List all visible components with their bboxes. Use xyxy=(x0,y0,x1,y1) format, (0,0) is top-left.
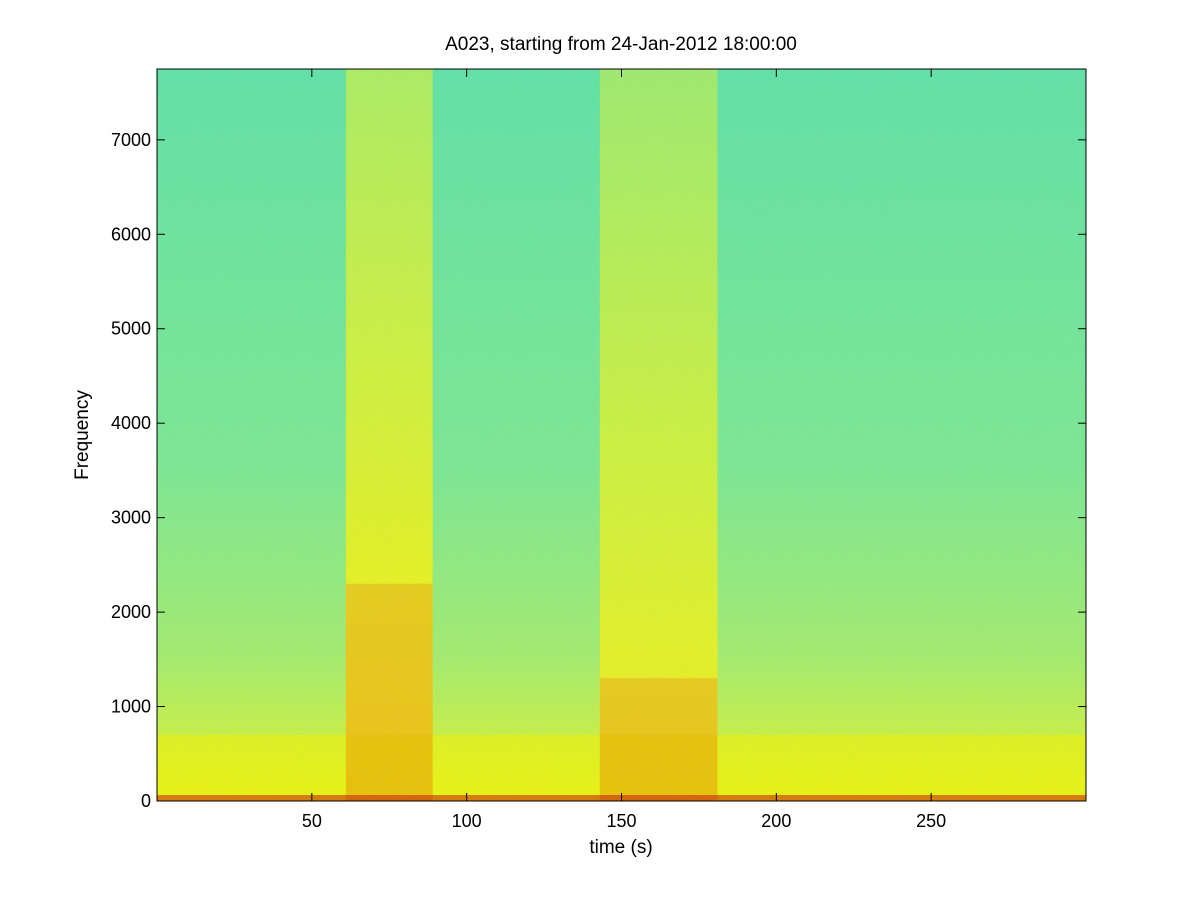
y-tick-label: 1000 xyxy=(111,697,151,717)
y-tick-label: 7000 xyxy=(111,130,151,150)
x-axis: 50 100 150 200 250 xyxy=(302,69,946,831)
x-tick-label: 200 xyxy=(761,811,791,831)
x-tick-label: 150 xyxy=(606,811,636,831)
y-axis: 0 1000 2000 3000 4000 5000 6000 7000 xyxy=(111,130,1086,811)
y-axis-label: Frequency xyxy=(72,390,93,480)
x-axis-label: time (s) xyxy=(589,837,652,858)
plot-area xyxy=(157,69,1086,801)
spectrogram-noise xyxy=(157,69,1086,801)
y-tick-label: 4000 xyxy=(111,413,151,433)
y-tick-label: 2000 xyxy=(111,602,151,622)
x-tick-label: 100 xyxy=(452,811,482,831)
y-tick-label: 0 xyxy=(141,791,151,811)
y-tick-label: 5000 xyxy=(111,319,151,339)
y-tick-label: 6000 xyxy=(111,224,151,244)
x-tick-label: 250 xyxy=(916,811,946,831)
x-tick-label: 50 xyxy=(302,811,322,831)
chart-title: A023, starting from 24-Jan-2012 18:00:00 xyxy=(445,34,797,55)
y-tick-label: 3000 xyxy=(111,508,151,528)
